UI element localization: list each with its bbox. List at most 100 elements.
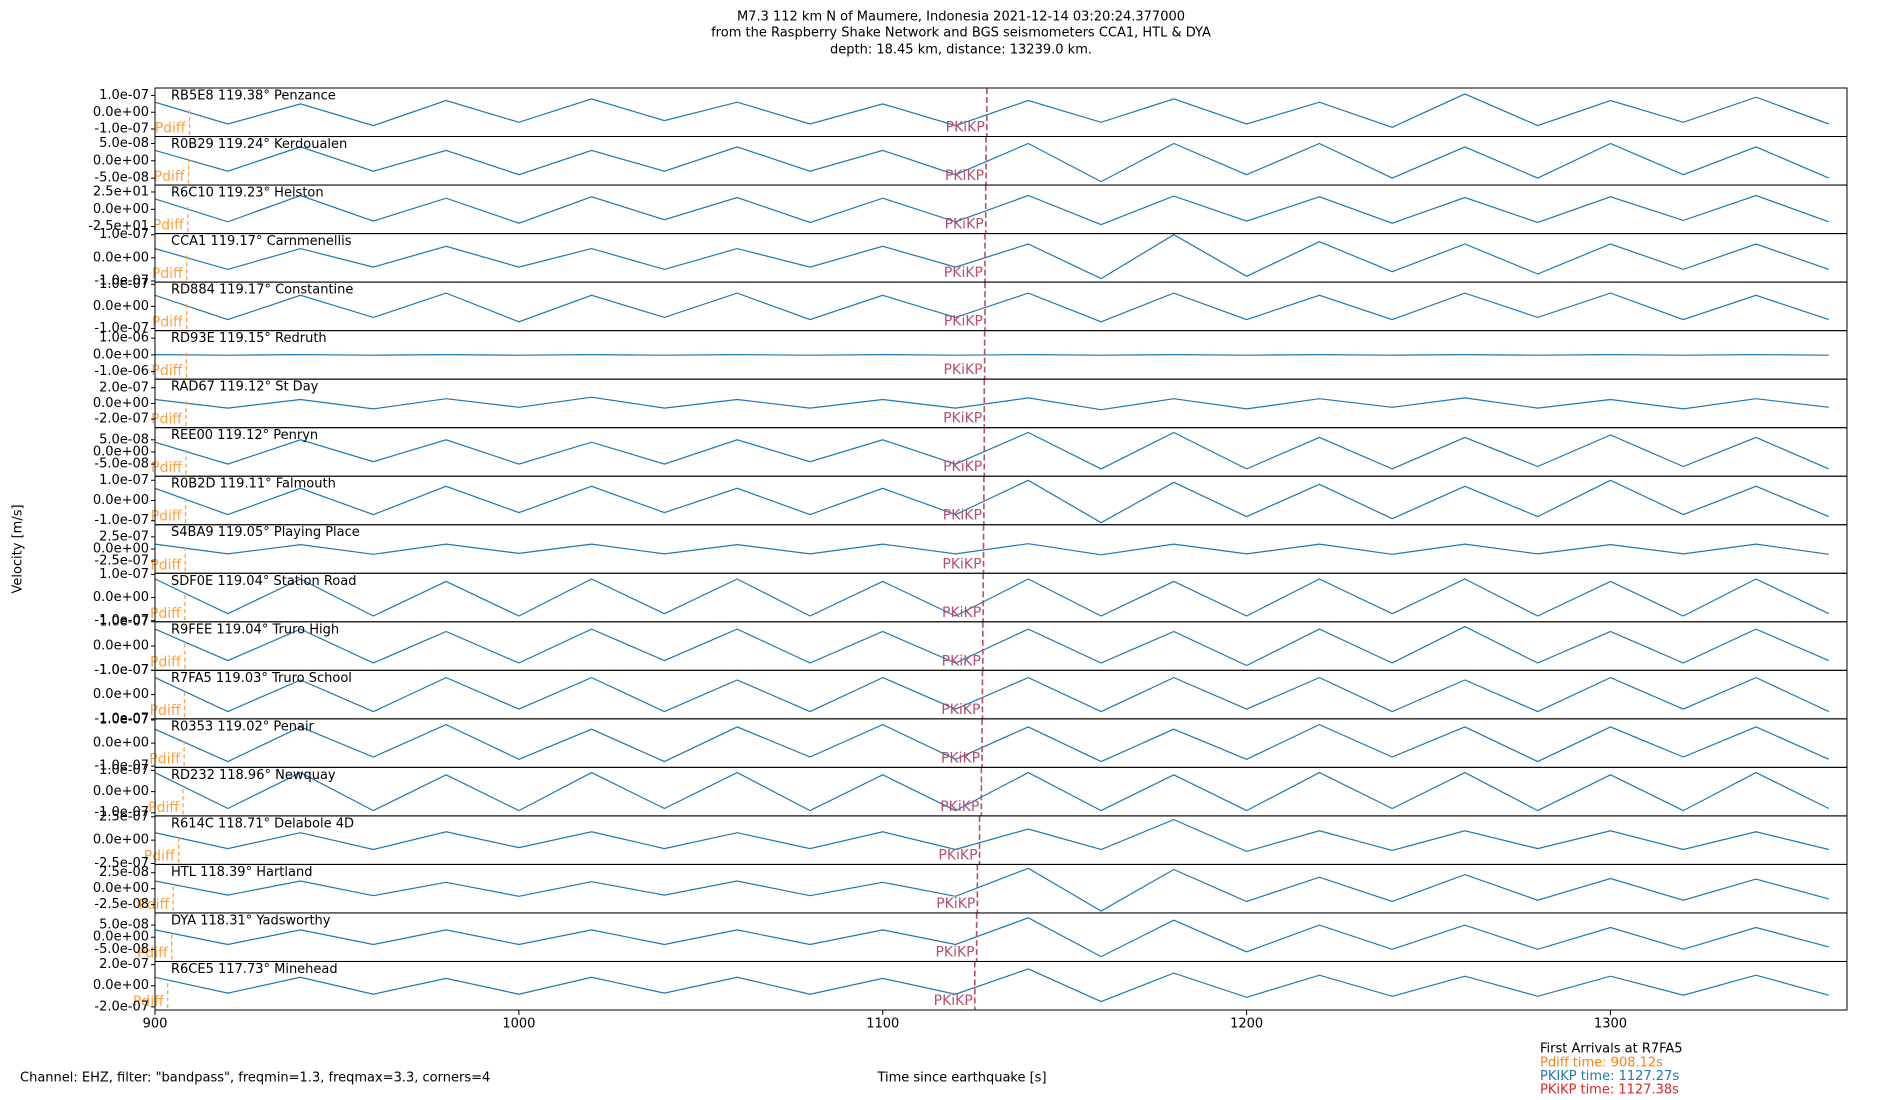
station-label: R0B29 119.24° Kerdoualen xyxy=(171,137,347,152)
pdiff-label: Pdiff xyxy=(150,606,181,622)
pdiff-label: Pdiff xyxy=(150,654,181,670)
pkikp-label: PKiKP xyxy=(945,217,984,233)
x-tick-label: 1200 xyxy=(1230,1017,1263,1032)
y-tick-label: -2.0e-07 xyxy=(94,999,149,1014)
waveform xyxy=(155,625,1830,667)
panel-frame xyxy=(154,718,1848,768)
panel-frame xyxy=(154,87,1848,138)
panel-content xyxy=(155,864,1829,913)
chart-subtitle: from the Raspberry Shake Network and BGS… xyxy=(711,26,1211,41)
y-tick-label: 0.0e+00 xyxy=(93,202,149,217)
y-tick-label: -5.0e-08 xyxy=(94,171,149,186)
pdiff-label: Pdiff xyxy=(151,509,182,525)
pdiff-label: Pdiff xyxy=(144,848,175,864)
y-tick-label: -2.5e-07 xyxy=(94,554,149,569)
station-label: RAD67 119.12° St Day xyxy=(171,380,319,395)
y-tick-label: -1.0e-07 xyxy=(94,613,149,628)
pkikp-label: PKiKP xyxy=(943,459,982,475)
pdiff-label: Pdiff xyxy=(150,703,181,719)
y-tick-label: 0.0e+00 xyxy=(93,590,149,605)
waveform xyxy=(155,818,1829,853)
x-axis-label: Time since earthquake [s] xyxy=(876,1071,1046,1086)
pkikp-label: PKiKP xyxy=(936,896,975,912)
arrival-entry: Pdiff time: 908.12s xyxy=(1540,1056,1663,1071)
y-tick-label: 1.0e-06 xyxy=(99,331,149,346)
station-label: RD884 119.17° Constantine xyxy=(171,283,353,298)
pkikp-label: PKiKP xyxy=(938,847,977,863)
arrival-entry: PKiKP time: 1127.38s xyxy=(1540,1083,1679,1098)
pdiff-label: Pdiff xyxy=(154,169,185,185)
waveform xyxy=(155,917,1829,958)
station-label: REE00 119.12° Penryn xyxy=(171,428,318,443)
pkikp-label: PKiKP xyxy=(945,168,984,184)
waveform xyxy=(155,234,1829,280)
panel-content xyxy=(155,621,1830,671)
pkikp-label: PKiKP xyxy=(935,944,974,960)
station-label: R0353 119.02° Penair xyxy=(171,719,315,734)
panel-frame xyxy=(154,281,1848,332)
pdiff-label: Pdiff xyxy=(149,751,180,767)
pdiff-label: Pdiff xyxy=(148,800,179,816)
y-tick-label: -1.0e-07 xyxy=(94,121,149,136)
y-tick-label: 1.0e-07 xyxy=(99,663,149,678)
pdiff-label: Pdiff xyxy=(152,315,183,331)
pdiff-label: Pdiff xyxy=(151,412,182,428)
y-tick-label: 2.5e-07 xyxy=(99,809,149,824)
pkikp-label: PKiKP xyxy=(942,605,981,621)
arrival-entry: PKIKP time: 1127.27s xyxy=(1540,1069,1679,1084)
y-tick-label: 1.0e-07 xyxy=(99,227,149,242)
y-tick-label: 0.0e+00 xyxy=(93,444,149,459)
station-label: R0B2D 119.11° Falmouth xyxy=(171,477,336,492)
y-tick-label: 0.0e+00 xyxy=(93,881,149,896)
panel-content xyxy=(155,718,1830,768)
panel-frame xyxy=(154,766,1848,817)
y-tick-label: 0.0e+00 xyxy=(93,687,149,702)
y-tick-label: 5.0e-08 xyxy=(99,136,149,151)
y-tick-label: 0.0e+00 xyxy=(93,930,149,945)
station-label: R7FA5 119.03° Truro School xyxy=(171,671,352,686)
y-tick-label: 0.0e+00 xyxy=(93,833,149,848)
y-tick-label: 0.0e+00 xyxy=(93,396,149,411)
panel-content xyxy=(155,233,1829,283)
station-label: RD93E 119.15° Redruth xyxy=(171,331,327,346)
pkikp-label: PKiKP xyxy=(943,362,982,378)
station-label: HTL 118.39° Hartland xyxy=(171,865,312,880)
y-tick-label: 0.0e+00 xyxy=(93,978,149,993)
y-tick-label: 0.0e+00 xyxy=(93,639,149,654)
pdiff-label: Pdiff xyxy=(137,945,168,961)
y-tick-label: 0.0e+00 xyxy=(93,542,149,557)
pkikp-label: PKiKP xyxy=(944,314,983,330)
station-label: SDF0E 119.04° Station Road xyxy=(171,574,356,589)
x-tick-label: 900 xyxy=(143,1017,168,1032)
chart-title: M7.3 112 km N of Maumere, Indonesia 2021… xyxy=(737,10,1185,25)
station-label: CCA1 119.17° Carnmenellis xyxy=(171,234,352,249)
station-label: R6CE5 117.73° Minehead xyxy=(171,962,338,977)
y-tick-label: 0.0e+00 xyxy=(93,105,149,120)
waveform xyxy=(155,968,1829,1003)
waveform xyxy=(155,292,1829,323)
y-tick-label: -5.0e-08 xyxy=(94,457,149,472)
pdiff-label: Pdiff xyxy=(133,994,164,1010)
panel-content xyxy=(155,815,1829,865)
station-label: RB5E8 119.38° Penzance xyxy=(171,89,336,104)
panel-content xyxy=(155,912,1829,962)
y-tick-label: 1.0e-07 xyxy=(99,473,149,488)
station-label: DYA 118.31° Yadsworthy xyxy=(171,913,331,928)
panel-content xyxy=(155,476,1830,525)
y-tick-label: -1.0e-07 xyxy=(94,759,149,774)
y-tick-label: -1.0e-07 xyxy=(94,321,149,336)
pdiff-label: Pdiff xyxy=(153,218,184,234)
pkikp-label: PKiKP xyxy=(934,993,973,1009)
panel-content xyxy=(155,330,1829,380)
pdiff-label: Pdiff xyxy=(155,121,186,137)
pkikp-label: PKiKP xyxy=(941,702,980,718)
y-axis-label: Velocity [m/s] xyxy=(11,504,26,593)
station-label: RD232 118.96° Newquay xyxy=(171,768,336,783)
y-tick-label: 0.0e+00 xyxy=(93,299,149,314)
y-tick-label: 5.0e-08 xyxy=(99,918,149,933)
y-tick-label: 1.0e-07 xyxy=(99,614,149,629)
chart-subtitle: depth: 18.45 km, distance: 13239.0 km. xyxy=(830,43,1092,58)
y-tick-label: -1.0e-07 xyxy=(94,805,149,820)
y-tick-label: 0.0e+00 xyxy=(93,493,149,508)
arrivals-title: First Arrivals at R7FA5 xyxy=(1540,1042,1683,1057)
